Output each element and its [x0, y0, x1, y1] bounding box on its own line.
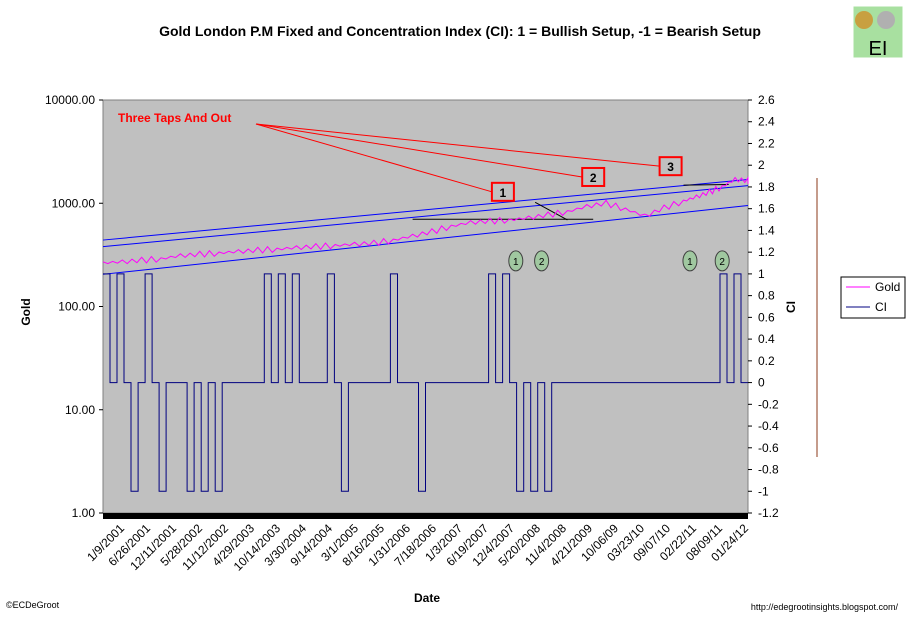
- left-tick-label: 1.00: [72, 506, 96, 520]
- right-tick-label: 1.6: [758, 202, 775, 216]
- tap-label: 3: [667, 160, 674, 174]
- right-tick-label: 0.4: [758, 332, 775, 346]
- y-axis-left-label: Gold: [19, 298, 33, 325]
- footer-right: http://edegrootinsights.blogspot.com/: [751, 602, 899, 612]
- annotation-layer: Three Taps And Out 1 2 3 1 2 1 2: [118, 111, 730, 272]
- tap-box: [658, 156, 683, 177]
- right-tick-label: 0.6: [758, 310, 775, 324]
- trendline: [534, 201, 568, 221]
- right-tick-label: 2: [758, 158, 765, 172]
- trendline: [102, 178, 749, 241]
- left-axis: 10000.00 1000.00 100.00 10.00 1.00: [45, 93, 103, 520]
- right-tick-label: -0.4: [758, 419, 779, 433]
- annotation-three-taps: Three Taps And Out: [118, 111, 231, 125]
- left-tick-label: 1000.00: [52, 196, 96, 210]
- signal-circle: [508, 250, 524, 272]
- x-axis-band: [103, 513, 748, 519]
- legend-label-gold: Gold: [875, 280, 900, 294]
- chart-title: Gold London P.M Fixed and Concentration …: [159, 23, 761, 39]
- series-gold-line: [102, 176, 749, 265]
- legend-label-ci: CI: [875, 300, 887, 314]
- right-tick-label: 1.2: [758, 245, 775, 259]
- legend: Gold CI: [840, 276, 906, 319]
- logo-text: EI: [869, 38, 888, 60]
- left-tick-label: 10000.00: [45, 93, 95, 107]
- signal-circle-label: 1: [513, 257, 519, 268]
- right-tick-label: 1.8: [758, 180, 775, 194]
- footer-left: ©ECDeGroot: [6, 600, 60, 610]
- x-axis: 1/9/20016/26/200112/11/20015/28/200211/1…: [84, 513, 751, 574]
- trendline: [102, 205, 749, 275]
- right-axis: 2.6 2.4 2.2 2 1.8 1.6 1.4 1.2 1 0.8 0.6 0.4 0.2 0 -0.2…: [748, 93, 779, 520]
- y-axis-right-label: CI: [784, 301, 798, 313]
- right-tick-label: 0.8: [758, 289, 775, 303]
- signal-circle-label: 2: [539, 257, 545, 268]
- left-tick-label: 100.00: [58, 300, 95, 314]
- right-tick-label: -0.8: [758, 463, 779, 477]
- right-tick-label: 1.4: [758, 223, 775, 237]
- right-tick-label: -0.6: [758, 441, 779, 455]
- tap-box: [581, 166, 606, 187]
- logo: EI: [852, 5, 904, 60]
- right-tick-label: 0.2: [758, 354, 775, 368]
- x-axis-label: Date: [414, 591, 440, 605]
- right-tick-label: 2.2: [758, 136, 775, 150]
- annotation-pointer: [255, 123, 493, 193]
- annotation-pointer: [255, 123, 583, 178]
- signal-circle: [714, 250, 730, 272]
- signal-circle-label: 1: [687, 257, 693, 268]
- trendline: [683, 183, 729, 186]
- right-tick-label: 0: [758, 376, 765, 390]
- trendline: [102, 185, 749, 248]
- tap-label: 2: [590, 171, 597, 185]
- right-tick-label: 1: [758, 267, 765, 281]
- right-tick-label: -1.2: [758, 506, 779, 520]
- signal-circle: [534, 250, 550, 272]
- tap-box: [490, 181, 515, 202]
- right-tick-label: 2.6: [758, 93, 775, 107]
- signal-circle: [682, 250, 698, 272]
- right-tick-label: -0.2: [758, 397, 779, 411]
- annotation-pointer: [255, 123, 660, 167]
- tap-label: 1: [500, 186, 507, 200]
- signal-circle-label: 2: [719, 257, 725, 268]
- series-ci-line: [103, 273, 748, 492]
- series-layer: [102, 176, 749, 492]
- left-tick-label: 10.00: [65, 403, 95, 417]
- right-tick-label: -1: [758, 484, 769, 498]
- right-tick-label: 2.4: [758, 115, 775, 129]
